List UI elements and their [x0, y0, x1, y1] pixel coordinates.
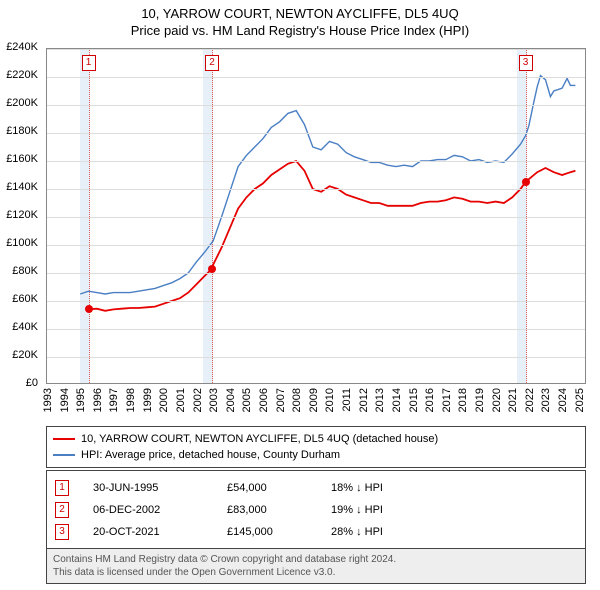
sale-marker-2: 2	[205, 55, 219, 71]
x-axis-label: 2007	[275, 388, 287, 412]
sale-date: 30-JUN-1995	[93, 477, 203, 499]
x-axis-label: 2002	[192, 388, 204, 412]
title-address: 10, YARROW COURT, NEWTON AYCLIFFE, DL5 4…	[0, 6, 600, 21]
y-axis-label: £140K	[0, 181, 38, 193]
sale-row: 2 06-DEC-2002 £83,000 19% ↓ HPI	[55, 499, 577, 521]
y-axis-label: £20K	[0, 349, 38, 361]
x-axis-label: 2017	[441, 388, 453, 412]
legend-item: 10, YARROW COURT, NEWTON AYCLIFFE, DL5 4…	[53, 431, 579, 447]
x-axis-label: 2023	[540, 388, 552, 412]
legend-swatch	[53, 438, 75, 440]
title-subtitle: Price paid vs. HM Land Registry's House …	[0, 23, 600, 38]
sale-price: £54,000	[227, 477, 307, 499]
gridline	[47, 189, 585, 190]
series-price_paid	[89, 161, 576, 311]
x-axis-label: 2022	[524, 388, 536, 412]
y-axis-label: £200K	[0, 97, 38, 109]
gridline	[47, 357, 585, 358]
gridline	[47, 133, 585, 134]
legend-label: HPI: Average price, detached house, Coun…	[81, 447, 340, 463]
sales-box: 1 30-JUN-1995 £54,000 18% ↓ HPI 2 06-DEC…	[46, 470, 586, 550]
x-axis-label: 2024	[557, 388, 569, 412]
y-axis-label: £0	[0, 377, 38, 389]
x-axis-label: 2003	[208, 388, 220, 412]
x-axis-label: 2006	[258, 388, 270, 412]
x-axis-label: 1998	[125, 388, 137, 412]
x-axis-label: 2001	[175, 388, 187, 412]
x-axis-label: 2015	[408, 388, 420, 412]
sale-row: 3 20-OCT-2021 £145,000 28% ↓ HPI	[55, 521, 577, 543]
y-axis-label: £80K	[0, 265, 38, 277]
footer-line-1: Contains HM Land Registry data © Crown c…	[53, 553, 579, 566]
x-axis-label: 2014	[391, 388, 403, 412]
legend-box: 10, YARROW COURT, NEWTON AYCLIFFE, DL5 4…	[46, 426, 586, 468]
y-axis-label: £60K	[0, 293, 38, 305]
sale-hpi: 18% ↓ HPI	[331, 477, 577, 499]
x-axis-label: 2008	[291, 388, 303, 412]
gridline	[47, 217, 585, 218]
footer-line-2: This data is licensed under the Open Gov…	[53, 566, 579, 579]
x-axis-label: 2009	[308, 388, 320, 412]
series-hpi	[80, 76, 575, 294]
sale-price: £83,000	[227, 499, 307, 521]
gridline	[47, 77, 585, 78]
x-axis-label: 2018	[457, 388, 469, 412]
x-axis-label: 2005	[241, 388, 253, 412]
legend-swatch	[53, 454, 75, 456]
x-axis-label: 2013	[374, 388, 386, 412]
x-axis-label: 2004	[225, 388, 237, 412]
chart-area: 123 £0£20K£40K£60K£80K£100K£120K£140K£16…	[46, 48, 586, 418]
y-axis-label: £220K	[0, 69, 38, 81]
sale-marker: 2	[55, 502, 69, 518]
legend-label: 10, YARROW COURT, NEWTON AYCLIFFE, DL5 4…	[81, 431, 438, 447]
sale-marker-3: 3	[519, 55, 533, 71]
x-axis-label: 2020	[491, 388, 503, 412]
x-axis-label: 2025	[574, 388, 586, 412]
page: 10, YARROW COURT, NEWTON AYCLIFFE, DL5 4…	[0, 0, 600, 590]
sale-row: 1 30-JUN-1995 £54,000 18% ↓ HPI	[55, 477, 577, 499]
x-axis-label: 1995	[75, 388, 87, 412]
sale-marker: 1	[55, 480, 69, 496]
y-axis-label: £160K	[0, 153, 38, 165]
sale-marker: 3	[55, 524, 69, 540]
y-axis-label: £100K	[0, 237, 38, 249]
sale-price: £145,000	[227, 521, 307, 543]
gridline	[47, 161, 585, 162]
title-block: 10, YARROW COURT, NEWTON AYCLIFFE, DL5 4…	[0, 0, 600, 38]
sale-marker-1: 1	[82, 55, 96, 71]
y-axis-label: £40K	[0, 321, 38, 333]
y-axis-label: £180K	[0, 125, 38, 137]
plot-area: 1 2 3	[46, 48, 586, 384]
x-axis-label: 2011	[341, 388, 353, 412]
gridline	[47, 49, 585, 50]
x-axis-label: 2019	[474, 388, 486, 412]
x-axis-label: 2012	[358, 388, 370, 412]
x-axis-label: 2021	[507, 388, 519, 412]
gridline	[47, 245, 585, 246]
x-axis-label: 1997	[108, 388, 120, 412]
gridline	[47, 301, 585, 302]
legend-item: HPI: Average price, detached house, Coun…	[53, 447, 579, 463]
x-axis-label: 2000	[158, 388, 170, 412]
x-axis-label: 2010	[324, 388, 336, 412]
y-axis-label: £240K	[0, 41, 38, 53]
sale-dot	[208, 265, 216, 273]
x-axis-label: 1996	[92, 388, 104, 412]
x-axis-label: 1994	[59, 388, 71, 412]
footer-box: Contains HM Land Registry data © Crown c…	[46, 548, 586, 584]
x-axis-label: 2016	[424, 388, 436, 412]
x-axis-label: 1993	[42, 388, 54, 412]
sale-hpi: 19% ↓ HPI	[331, 499, 577, 521]
gridline	[47, 105, 585, 106]
sale-date: 06-DEC-2002	[93, 499, 203, 521]
x-axis-label: 1999	[142, 388, 154, 412]
sale-date: 20-OCT-2021	[93, 521, 203, 543]
sale-hpi: 28% ↓ HPI	[331, 521, 577, 543]
sale-dot	[522, 178, 530, 186]
y-axis-label: £120K	[0, 209, 38, 221]
gridline	[47, 329, 585, 330]
sale-dot	[85, 305, 93, 313]
gridline	[47, 273, 585, 274]
